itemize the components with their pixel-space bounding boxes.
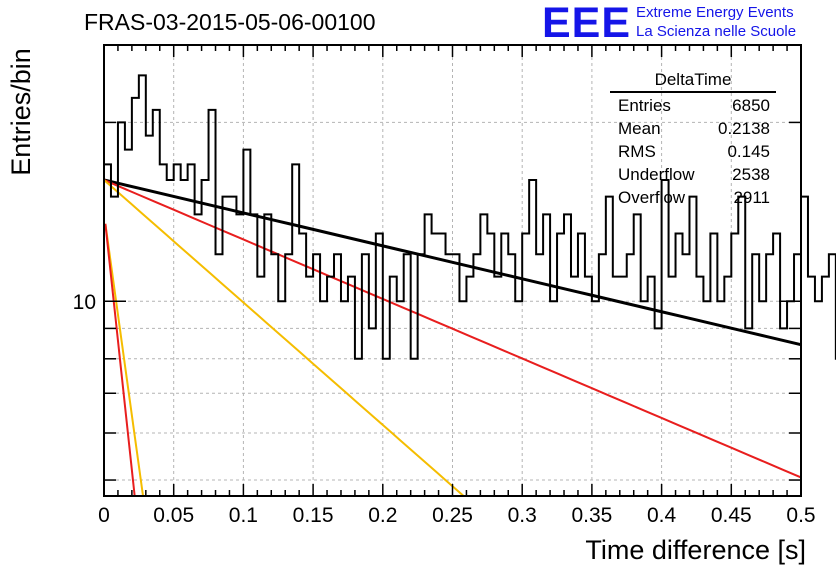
- fit-line-3: [104, 223, 145, 497]
- x-tick-label: 0.15: [293, 504, 334, 527]
- x-tick-label: 0.45: [711, 504, 752, 527]
- x-tick-label: 0.1: [229, 504, 258, 527]
- x-tick-label: 0.35: [571, 504, 612, 527]
- page-title: FRAS-03-2015-05-06-00100: [84, 9, 376, 35]
- fit-line-1: [103, 179, 802, 479]
- x-tick-label: 0.5: [786, 504, 815, 527]
- stats-rows: Entries 6850 Mean 0.2138 RMS 0.145 Underflow 25…: [610, 94, 776, 209]
- axis-ticks: 0 0.05 0.1 0.15 0.2 0.25 0.3 0.35 0.4 0.45 0.5 10: [73, 45, 816, 527]
- stats-value: 6850: [732, 96, 770, 115]
- stats-row-rms: RMS 0.145: [610, 140, 776, 163]
- stats-value: 2911: [733, 188, 770, 207]
- y-axis-label: Entries/bin: [6, 48, 36, 176]
- x-tick-label: 0.05: [153, 504, 194, 527]
- stats-value: 0.145: [727, 142, 770, 161]
- logo-line-2: La Scienza nelle Scuole: [636, 23, 797, 40]
- stats-title: DeltaTime: [610, 70, 776, 93]
- stats-box: DeltaTime Entries 6850 Mean 0.2138 RMS 0.145 U…: [610, 70, 776, 209]
- x-axis-label: Time difference [s]: [585, 535, 806, 565]
- x-tick-label: 0.2: [368, 504, 397, 527]
- stats-row-entries: Entries 6850: [610, 94, 776, 117]
- stats-label: Mean: [618, 119, 661, 138]
- logo-mark: EEE: [542, 0, 632, 47]
- x-tick-label: 0.4: [647, 504, 677, 527]
- x-tick-label: 0: [98, 504, 110, 527]
- fit-line-0: [103, 178, 802, 347]
- stats-label: RMS: [618, 142, 656, 161]
- fit-lines: [103, 178, 802, 497]
- stats-row-overflow: Overflow 2911: [610, 186, 776, 209]
- stats-label: Entries: [618, 96, 671, 115]
- x-tick-label: 0.25: [432, 504, 473, 527]
- stats-value: 0.2138: [718, 119, 770, 138]
- fit-line-4: [104, 223, 136, 497]
- histogram-bars: [104, 74, 836, 360]
- stats-label: Overflow: [618, 188, 686, 207]
- stats-value: 2538: [732, 165, 770, 184]
- stats-row-mean: Mean 0.2138: [610, 117, 776, 140]
- y-tick-label: 10: [73, 291, 96, 314]
- logo-line-1: Extreme Energy Events: [636, 4, 794, 21]
- fit-line-2: [103, 179, 465, 497]
- histogram-outline: [104, 74, 836, 360]
- x-tick-label: 0.3: [508, 504, 537, 527]
- stats-row-underflow: Underflow 2538: [610, 163, 776, 186]
- stats-label: Underflow: [618, 165, 695, 184]
